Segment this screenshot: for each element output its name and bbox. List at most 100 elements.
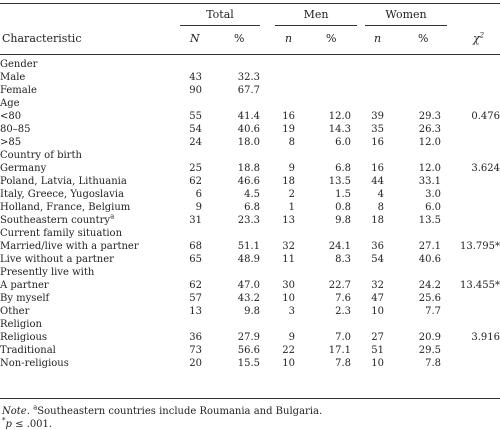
row-label-text: Holland, France, Belgium [0, 202, 131, 213]
category-row: Current family situation [0, 227, 500, 240]
women-group-rule [365, 25, 447, 26]
cell-wp: 13.5 [418, 215, 441, 226]
men-group-rule [275, 25, 357, 26]
cell-N [176, 97, 202, 110]
header-women-pct: % [418, 32, 429, 45]
row-label: Live without a partner [0, 253, 176, 266]
table-row: Male 43 32.3 [0, 71, 500, 84]
cell-mp: 0.8 [335, 202, 351, 213]
row-label-text: Male [0, 72, 26, 83]
cell-mn: 10 [282, 358, 295, 369]
cell-wn [351, 266, 384, 279]
footnote-marker: a [110, 212, 115, 221]
header-total-n: N [190, 32, 200, 45]
cell-p: 9.8 [244, 306, 260, 317]
demographics-table: Gender Male 43 32.3 Female 90 67.7 Age <80 55 41.4… [0, 58, 500, 370]
category-label: Presently live with [0, 266, 176, 279]
table-row: Southeastern countrya 31 23.3 13 9.8 18 13.5 [0, 212, 500, 227]
cell-mp: 13.5 [328, 176, 351, 187]
row-label: Non-religious [0, 357, 176, 370]
row-label-text: A partner [0, 280, 49, 291]
header-total: Total [206, 8, 234, 21]
cell-chi [441, 305, 500, 318]
category-row: Age [0, 97, 500, 110]
row-label: By myself [0, 292, 176, 305]
row-label: Female [0, 84, 176, 97]
cell-p: 56.6 [237, 345, 260, 356]
cell-N: 36 [189, 332, 202, 343]
cell-wp: 29.3 [418, 111, 441, 122]
cell-p: 43.2 [237, 293, 260, 304]
sig-superscript: * [2, 416, 6, 425]
table-row: Germany 25 18.8 9 6.8 16 12.0 3.624 [0, 162, 500, 175]
cell-chi [441, 253, 500, 266]
row-label-text: 80–85 [0, 124, 31, 135]
row-label-text: Current family situation [0, 228, 123, 239]
cell-wp [384, 149, 441, 162]
cell-mp: 2.3 [335, 306, 351, 317]
cell-N [176, 318, 202, 331]
table-row: Holland, France, Belgium 9 6.8 1 0.8 8 6.0 [0, 201, 500, 214]
cell-mn: 3 [288, 306, 295, 317]
cell-wp: 24.2 [418, 280, 441, 291]
row-label-text: Other [0, 306, 30, 317]
cell-N: 54 [189, 124, 202, 135]
cell-p [202, 97, 260, 110]
cell-wp: 40.6 [418, 254, 441, 265]
cell-N: 57 [189, 293, 202, 304]
cell-wp [384, 266, 441, 279]
cell-wn: 51 [371, 345, 384, 356]
total-group-rule [180, 25, 260, 26]
row-label-text: Married/live with a partner [0, 241, 139, 252]
cell-p: 47.0 [237, 280, 260, 291]
table-row: Traditional 73 56.6 22 17.1 51 29.5 [0, 344, 500, 357]
chi-symbol: χ [473, 32, 480, 45]
cell-mn: 19 [282, 124, 295, 135]
cell-wn [351, 71, 384, 84]
cell-wn: 39 [371, 111, 384, 122]
cell-mn: 30 [282, 280, 295, 291]
sig-text: ≤ .001. [11, 419, 53, 430]
cell-chi [441, 149, 500, 162]
cell-mp [295, 84, 351, 97]
table-row: Italy, Greece, Yugoslavia 6 4.5 2 1.5 4 3.0 [0, 188, 500, 201]
cell-chi [441, 84, 500, 97]
cell-chi: 13.455* [460, 280, 500, 291]
row-label: Southeastern countrya [0, 212, 176, 227]
cell-chi [441, 201, 500, 214]
cell-p: 48.9 [237, 254, 260, 265]
cell-chi [441, 136, 500, 149]
cell-wp: 6.0 [425, 202, 441, 213]
header-women-n: n [374, 32, 382, 45]
row-label-text: By myself [0, 293, 50, 304]
row-label-text: Live without a partner [0, 254, 114, 265]
cell-wn: 47 [371, 293, 384, 304]
cell-p: 41.4 [237, 111, 260, 122]
row-label: >85 [0, 136, 176, 149]
cell-p: 18.8 [237, 163, 260, 174]
cell-N [176, 266, 202, 279]
cell-chi [441, 318, 500, 331]
table-top-rule [0, 3, 500, 4]
cell-p: 40.6 [237, 124, 260, 135]
cell-chi [441, 97, 500, 110]
cell-mp [295, 266, 351, 279]
cell-chi: 13.795* [460, 241, 500, 252]
cell-wp: 12.0 [418, 137, 441, 148]
cell-wn: 10 [371, 358, 384, 369]
table-row: By myself 57 43.2 10 7.6 47 25.6 [0, 292, 500, 305]
cell-mn: 16 [282, 111, 295, 122]
cell-mp: 7.8 [335, 358, 351, 369]
cell-p [202, 149, 260, 162]
row-label-text: Age [0, 98, 20, 109]
cell-p: 51.1 [237, 241, 260, 252]
table-row: Married/live with a partner 68 51.1 32 24.1 3… [0, 240, 500, 253]
category-label: Current family situation [0, 227, 176, 240]
cell-wn: 16 [371, 163, 384, 174]
cell-mp: 17.1 [328, 345, 351, 356]
header-men-n: n [285, 32, 293, 45]
category-row: Country of birth [0, 149, 500, 162]
cell-wp: 33.1 [418, 176, 441, 187]
row-label-text: Religion [0, 319, 42, 330]
cell-mn: 8 [288, 137, 295, 148]
